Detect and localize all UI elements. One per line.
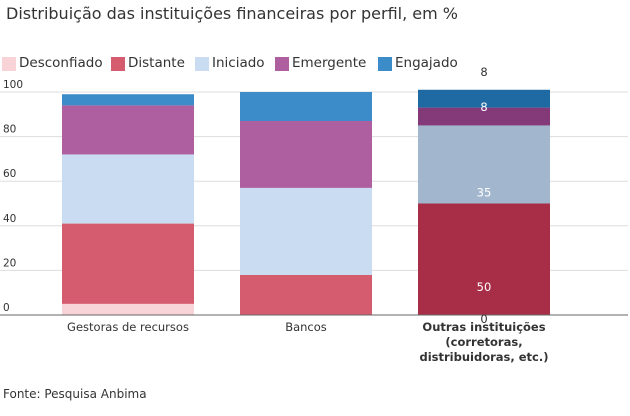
legend-swatch-iniciado: [195, 57, 209, 71]
legend-label-iniciado: Iniciado: [212, 55, 265, 71]
data-label: 0: [480, 312, 487, 326]
x-tick-label: (corretoras,: [445, 335, 522, 349]
data-label: 35: [477, 186, 492, 200]
bar-segment: [62, 94, 194, 106]
bar-segment: [240, 274, 372, 315]
y-tick-label: 100: [3, 79, 23, 91]
source-note: Fonte: Pesquisa Anbima: [3, 387, 147, 401]
bar-segment: [418, 203, 550, 315]
data-label: 50: [477, 280, 492, 294]
y-tick-label: 60: [3, 168, 16, 180]
x-tick-label: distribuidoras, etc.): [419, 350, 548, 364]
legend-label-distante: Distante: [128, 55, 185, 71]
legend-label-desconfiado: Desconfiado: [19, 55, 103, 71]
legend-swatch-desconfiado: [2, 57, 16, 71]
bar-segment: [240, 120, 372, 188]
x-tick-label: Bancos: [285, 320, 327, 334]
legend-label-engajado: Engajado: [395, 55, 458, 71]
x-tick-label: Gestoras de recursos: [67, 320, 189, 334]
y-tick-label: 0: [3, 302, 10, 314]
x-tick-label: Outras instituições: [422, 320, 545, 334]
bar-segment: [62, 303, 194, 315]
legend-swatch-emergente: [275, 57, 289, 71]
y-tick-label: 80: [3, 124, 16, 136]
bar-segment: [418, 125, 550, 204]
bar-segment: [240, 187, 372, 275]
bar-segment: [62, 154, 194, 224]
data-label: 8: [480, 65, 487, 79]
bar-segment: [62, 223, 194, 304]
bar-segment: [418, 89, 550, 108]
legend-swatch-engajado: [378, 57, 392, 71]
legend-swatch-distante: [111, 57, 125, 71]
bar-segment: [418, 107, 550, 126]
bar-segment: [240, 92, 372, 121]
legend-label-emergente: Emergente: [292, 55, 367, 71]
bar-segment: [62, 105, 194, 155]
data-label: 8: [480, 100, 487, 114]
y-tick-label: 40: [3, 213, 16, 225]
chart-title: Distribuição das instituições financeira…: [6, 4, 459, 23]
y-tick-label: 20: [3, 257, 16, 269]
